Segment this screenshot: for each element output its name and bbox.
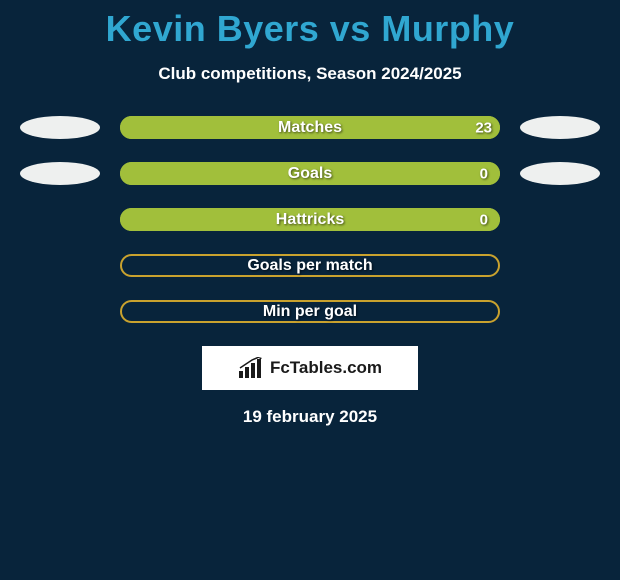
subtitle: Club competitions, Season 2024/2025 [0, 64, 620, 84]
stat-label: Goals per match [247, 257, 372, 275]
brand-badge: FcTables.com [202, 346, 418, 390]
stat-value: 23 [475, 119, 492, 136]
stat-bar: Matches 23 [120, 116, 500, 139]
stat-value: 0 [480, 165, 488, 182]
stat-bar: Min per goal [120, 300, 500, 323]
stat-row: Goals 0 [20, 162, 600, 185]
stat-label: Min per goal [263, 303, 357, 321]
page-title: Kevin Byers vs Murphy [0, 0, 620, 50]
date-text: 19 february 2025 [0, 407, 620, 427]
stats-chart: Matches 23 Goals 0 Hattricks 0 Goals per match… [0, 116, 620, 323]
stat-value: 0 [480, 211, 488, 228]
stat-label: Goals [288, 165, 332, 183]
player-ellipse-left [20, 162, 100, 185]
chart-icon [238, 357, 264, 379]
stat-label: Matches [278, 119, 342, 137]
brand-text: FcTables.com [270, 358, 382, 378]
stat-bar: Goals per match [120, 254, 500, 277]
stat-row: Min per goal [20, 300, 600, 323]
stat-bar: Hattricks 0 [120, 208, 500, 231]
stat-row: Hattricks 0 [20, 208, 600, 231]
player-ellipse-right [520, 116, 600, 139]
player-ellipse-left [20, 116, 100, 139]
stat-bar: Goals 0 [120, 162, 500, 185]
player-ellipse-right [520, 162, 600, 185]
stat-label: Hattricks [276, 211, 344, 229]
stat-row: Goals per match [20, 254, 600, 277]
stat-row: Matches 23 [20, 116, 600, 139]
